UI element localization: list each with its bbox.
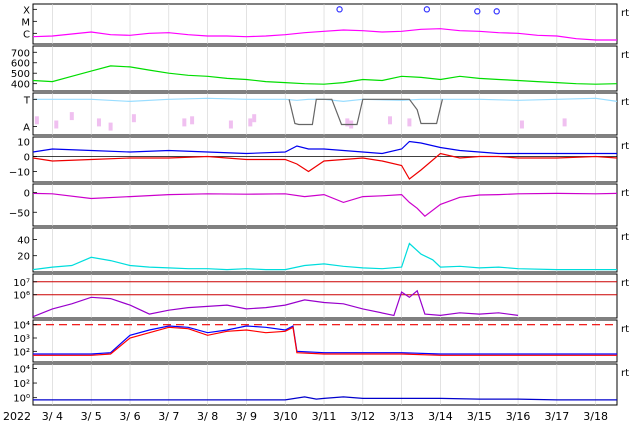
series-line-ta-1 xyxy=(288,98,443,126)
tick-label-flux: 10² xyxy=(13,347,30,358)
right-mark-dens: rt xyxy=(621,232,629,243)
x-tick-label: 3/16 xyxy=(506,410,531,423)
tick-label-flare: X xyxy=(23,5,30,16)
dot-mark-ta xyxy=(96,118,101,127)
series-line-by-0 xyxy=(32,192,618,217)
tick-label-speed: 700 xyxy=(11,48,30,59)
dot-mark-ta xyxy=(562,118,567,127)
tick-label-temp: 10⁶ xyxy=(13,291,30,302)
dot-mark-ta xyxy=(108,122,113,131)
tick-label-ta: A xyxy=(23,123,30,134)
x-tick-label: 3/13 xyxy=(389,410,414,423)
series-line-flare-0 xyxy=(32,28,617,41)
x-tick-label: 3/ 7 xyxy=(158,410,179,423)
series-line-temp-0 xyxy=(32,289,519,318)
panel-speed xyxy=(32,45,618,92)
tick-label-electron: 10⁴ xyxy=(13,364,30,375)
x-tick-label: 3/15 xyxy=(467,410,492,423)
tick-label-bz: 0 xyxy=(24,153,30,164)
dot-mark-ta xyxy=(54,120,59,129)
dot-mark-ta xyxy=(228,120,233,129)
tick-label-flux: 10³ xyxy=(13,334,30,345)
right-mark-temp: rt xyxy=(621,278,629,289)
tick-label-bz: −10 xyxy=(9,168,30,179)
dot-mark-ta xyxy=(252,114,257,123)
series-line-flux-0 xyxy=(33,325,617,355)
x-tick-label: 3/ 4 xyxy=(42,410,63,423)
tick-label-speed: 500 xyxy=(11,69,30,80)
x-tick-label: 3/10 xyxy=(273,410,298,423)
tick-label-temp: 10⁷ xyxy=(13,278,30,289)
x-tick-label: 3/14 xyxy=(428,410,453,423)
right-mark-bz: rt xyxy=(621,141,629,152)
dot-mark-ta xyxy=(387,116,392,125)
right-mark-flux: rt xyxy=(621,324,629,335)
tick-label-by: −50 xyxy=(9,208,30,219)
panel-bz xyxy=(32,136,618,183)
x-start-label: 2022 xyxy=(3,410,31,423)
dot-mark-ta xyxy=(519,120,524,129)
series-line-bz-0 xyxy=(32,140,617,155)
tick-label-flare: M xyxy=(21,17,30,28)
tick-label-electron: 10⁰ xyxy=(13,394,30,405)
right-mark-electron: rt xyxy=(621,368,629,379)
x-tick-label: 3/18 xyxy=(583,410,608,423)
tick-label-by: 0 xyxy=(24,189,30,200)
dot-mark-ta xyxy=(248,118,253,127)
series-line-bz-1 xyxy=(32,152,618,180)
series-line-dens-0 xyxy=(32,242,617,271)
x-tick-label: 3/ 6 xyxy=(119,410,140,423)
tick-label-speed: 600 xyxy=(11,59,30,70)
right-mark-ta: rt xyxy=(621,97,629,108)
tick-label-electron: 10² xyxy=(13,379,30,390)
dot-mark-ta xyxy=(182,118,187,127)
series-line-flux-1 xyxy=(33,326,617,356)
tick-label-dens: 40 xyxy=(17,235,30,246)
dot-mark-ta xyxy=(407,118,412,127)
series-line-electron-0 xyxy=(33,396,617,401)
right-mark-flare: rt xyxy=(621,8,629,19)
dot-mark-ta xyxy=(34,116,39,125)
panel-dens xyxy=(32,227,618,273)
x-tick-label: 3/12 xyxy=(350,410,375,423)
flare-event-marker xyxy=(423,6,431,13)
flare-event-marker xyxy=(336,6,343,13)
tick-label-ta: T xyxy=(23,95,31,106)
tick-label-flux: 10⁴ xyxy=(13,321,30,332)
tick-label-bz: 10 xyxy=(17,138,30,149)
x-tick-label: 3/ 5 xyxy=(81,410,102,423)
x-tick-label: 3/ 9 xyxy=(236,410,257,423)
tick-label-dens: 20 xyxy=(17,252,30,263)
dot-mark-ta xyxy=(345,118,350,127)
tick-label-flare: C xyxy=(23,29,30,40)
dot-mark-ta xyxy=(131,114,136,123)
flare-event-marker xyxy=(493,8,500,15)
panel-temp xyxy=(32,273,618,319)
x-tick-label: 3/11 xyxy=(312,410,337,423)
x-tick-label: 3/17 xyxy=(545,410,570,423)
series-line-ta-0 xyxy=(33,97,618,103)
right-mark-by: rt xyxy=(621,188,629,199)
series-line-speed-0 xyxy=(32,65,618,85)
panel-flare xyxy=(32,3,618,45)
x-tick-label: 3/ 8 xyxy=(197,410,218,423)
flare-event-marker xyxy=(474,8,481,15)
right-mark-speed: rt xyxy=(621,50,629,61)
dot-mark-ta xyxy=(190,116,195,125)
dot-mark-ta xyxy=(69,112,74,121)
tick-label-speed: 400 xyxy=(11,80,30,91)
panel-by xyxy=(32,183,618,227)
